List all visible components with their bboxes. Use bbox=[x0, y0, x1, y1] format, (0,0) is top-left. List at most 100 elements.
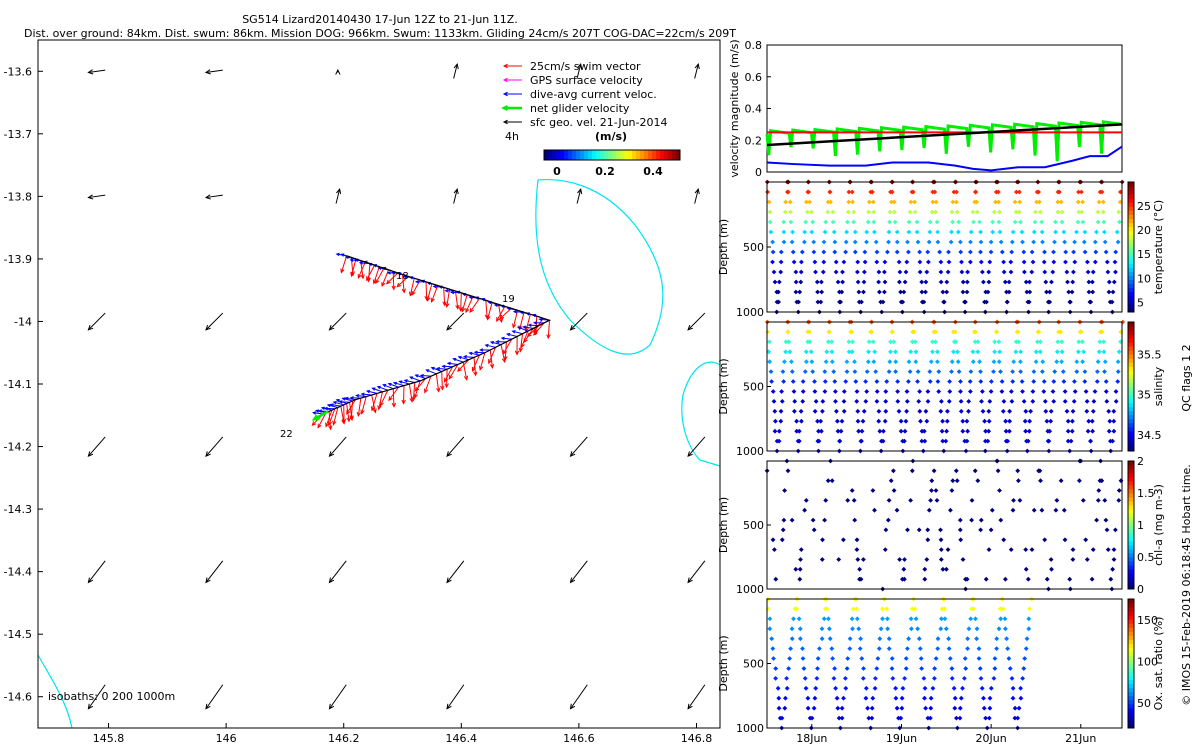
swim-vector-head bbox=[327, 421, 333, 427]
temperature-point bbox=[833, 259, 839, 265]
isobath-contour bbox=[535, 179, 664, 355]
salinity-point bbox=[930, 339, 935, 345]
oxygen-point bbox=[996, 626, 1002, 632]
temperature-point bbox=[950, 219, 955, 225]
temperature-point bbox=[1057, 189, 1062, 195]
temperature-point bbox=[814, 279, 820, 285]
salinity-point bbox=[1007, 408, 1012, 414]
salinity-point bbox=[1022, 418, 1028, 424]
salinity-point bbox=[938, 408, 944, 414]
colorbar-label: temperature (°C) bbox=[1152, 200, 1165, 294]
legend-label: sfc geo. vel. 21-Jun-2014 bbox=[530, 116, 667, 129]
temperature-point bbox=[851, 209, 857, 215]
oxygen-point bbox=[765, 606, 771, 612]
figure-subtitle: Dist. over ground: 84km. Dist. swum: 86k… bbox=[24, 27, 736, 40]
colorbar-cell bbox=[1128, 194, 1134, 199]
temperature-point bbox=[866, 199, 872, 205]
salinity-point bbox=[815, 418, 820, 424]
current-vector bbox=[522, 325, 534, 329]
temperature-point bbox=[1014, 189, 1019, 195]
current-vector-head bbox=[332, 401, 337, 405]
temperature-point bbox=[1021, 259, 1027, 265]
oxygen-point bbox=[915, 626, 920, 632]
salinity-point bbox=[917, 389, 922, 394]
temperature-point bbox=[767, 209, 773, 215]
colorbar-cell bbox=[676, 150, 681, 160]
current-vector-shaft bbox=[426, 369, 437, 375]
colorbar-cell bbox=[1128, 545, 1134, 550]
current-vector-shaft bbox=[453, 358, 464, 363]
temperature-point bbox=[1004, 299, 1010, 305]
salinity-point bbox=[1104, 399, 1110, 404]
current-vector-shaft bbox=[420, 375, 431, 377]
salinity-point bbox=[980, 408, 986, 414]
salinity-point bbox=[1065, 438, 1071, 444]
current-vector-head bbox=[338, 400, 343, 404]
temperature-point bbox=[938, 269, 944, 275]
salinity-point bbox=[908, 349, 914, 355]
chla-point bbox=[772, 547, 777, 552]
temperature-point bbox=[802, 229, 808, 235]
geo-vector-head bbox=[335, 68, 341, 75]
temperature-point bbox=[840, 279, 845, 285]
temperature-ytick-label: 1000 bbox=[736, 306, 764, 319]
chla-point bbox=[1102, 498, 1108, 503]
swim-vector-shaft bbox=[533, 322, 545, 336]
oxygen-point bbox=[1018, 685, 1023, 691]
temperature-point bbox=[993, 199, 998, 205]
salinity-point bbox=[781, 379, 786, 384]
colorbar-cell bbox=[1128, 434, 1134, 440]
map-panel: 145.8 146 146.2 146.4 146.6 146.8-13.6-13.7-1… bbox=[4, 39, 721, 745]
colorbar-tick-label: 25 bbox=[1137, 200, 1151, 213]
colorbar-cell bbox=[1128, 418, 1134, 424]
salinity-point bbox=[873, 369, 879, 374]
chla-point bbox=[825, 478, 831, 484]
temperature-point bbox=[1042, 249, 1047, 255]
swim-vector-head bbox=[444, 383, 449, 389]
geo-vector bbox=[687, 436, 706, 458]
oxygen-point bbox=[836, 715, 842, 721]
colorbar-cell bbox=[1128, 501, 1134, 506]
geo-vector-head bbox=[336, 188, 342, 195]
chla-point bbox=[1054, 498, 1060, 503]
current-vector-shaft bbox=[447, 362, 458, 365]
swim-vector-shaft bbox=[402, 274, 405, 293]
salinity-point bbox=[1078, 329, 1084, 335]
oxygen-point bbox=[876, 646, 882, 651]
chla-point bbox=[948, 507, 953, 513]
colorbar-cell bbox=[1128, 537, 1134, 542]
salinity-point bbox=[1086, 418, 1092, 424]
swim-vector-shaft bbox=[375, 268, 385, 284]
temperature-point bbox=[933, 199, 939, 205]
salinity-point bbox=[1068, 438, 1074, 444]
swim-vector-head bbox=[366, 276, 371, 282]
legend-interval: 4h bbox=[505, 130, 519, 143]
temperature-point bbox=[1039, 229, 1045, 235]
oxygen-point bbox=[809, 715, 815, 721]
temperature-point bbox=[1064, 269, 1070, 275]
geo-vector bbox=[446, 684, 465, 710]
geo-vector-head bbox=[569, 703, 576, 710]
swim-vector bbox=[424, 281, 429, 301]
colorbar-cell bbox=[552, 150, 557, 160]
colorbar-cell bbox=[648, 150, 653, 160]
salinity-point bbox=[1084, 399, 1090, 404]
temperature-point bbox=[906, 249, 911, 255]
chla-point bbox=[998, 517, 1004, 523]
salinity-point bbox=[977, 359, 982, 365]
oxygen-point bbox=[965, 636, 970, 642]
salinity-point bbox=[1060, 369, 1066, 374]
colorbar-tick-label: 1.5 bbox=[1137, 487, 1155, 500]
current-vector-head bbox=[495, 340, 500, 344]
colorbar-cell bbox=[652, 150, 657, 160]
oxygen-point bbox=[843, 685, 849, 691]
temperature-point bbox=[1027, 289, 1033, 295]
chla-point bbox=[950, 478, 956, 484]
temperature-point bbox=[1082, 249, 1088, 255]
current-vector-shaft bbox=[404, 379, 415, 383]
salinity-point bbox=[1010, 369, 1015, 374]
current-vector-shaft bbox=[399, 380, 410, 385]
swim-vector-head bbox=[486, 315, 491, 321]
temperature-point bbox=[790, 229, 795, 235]
